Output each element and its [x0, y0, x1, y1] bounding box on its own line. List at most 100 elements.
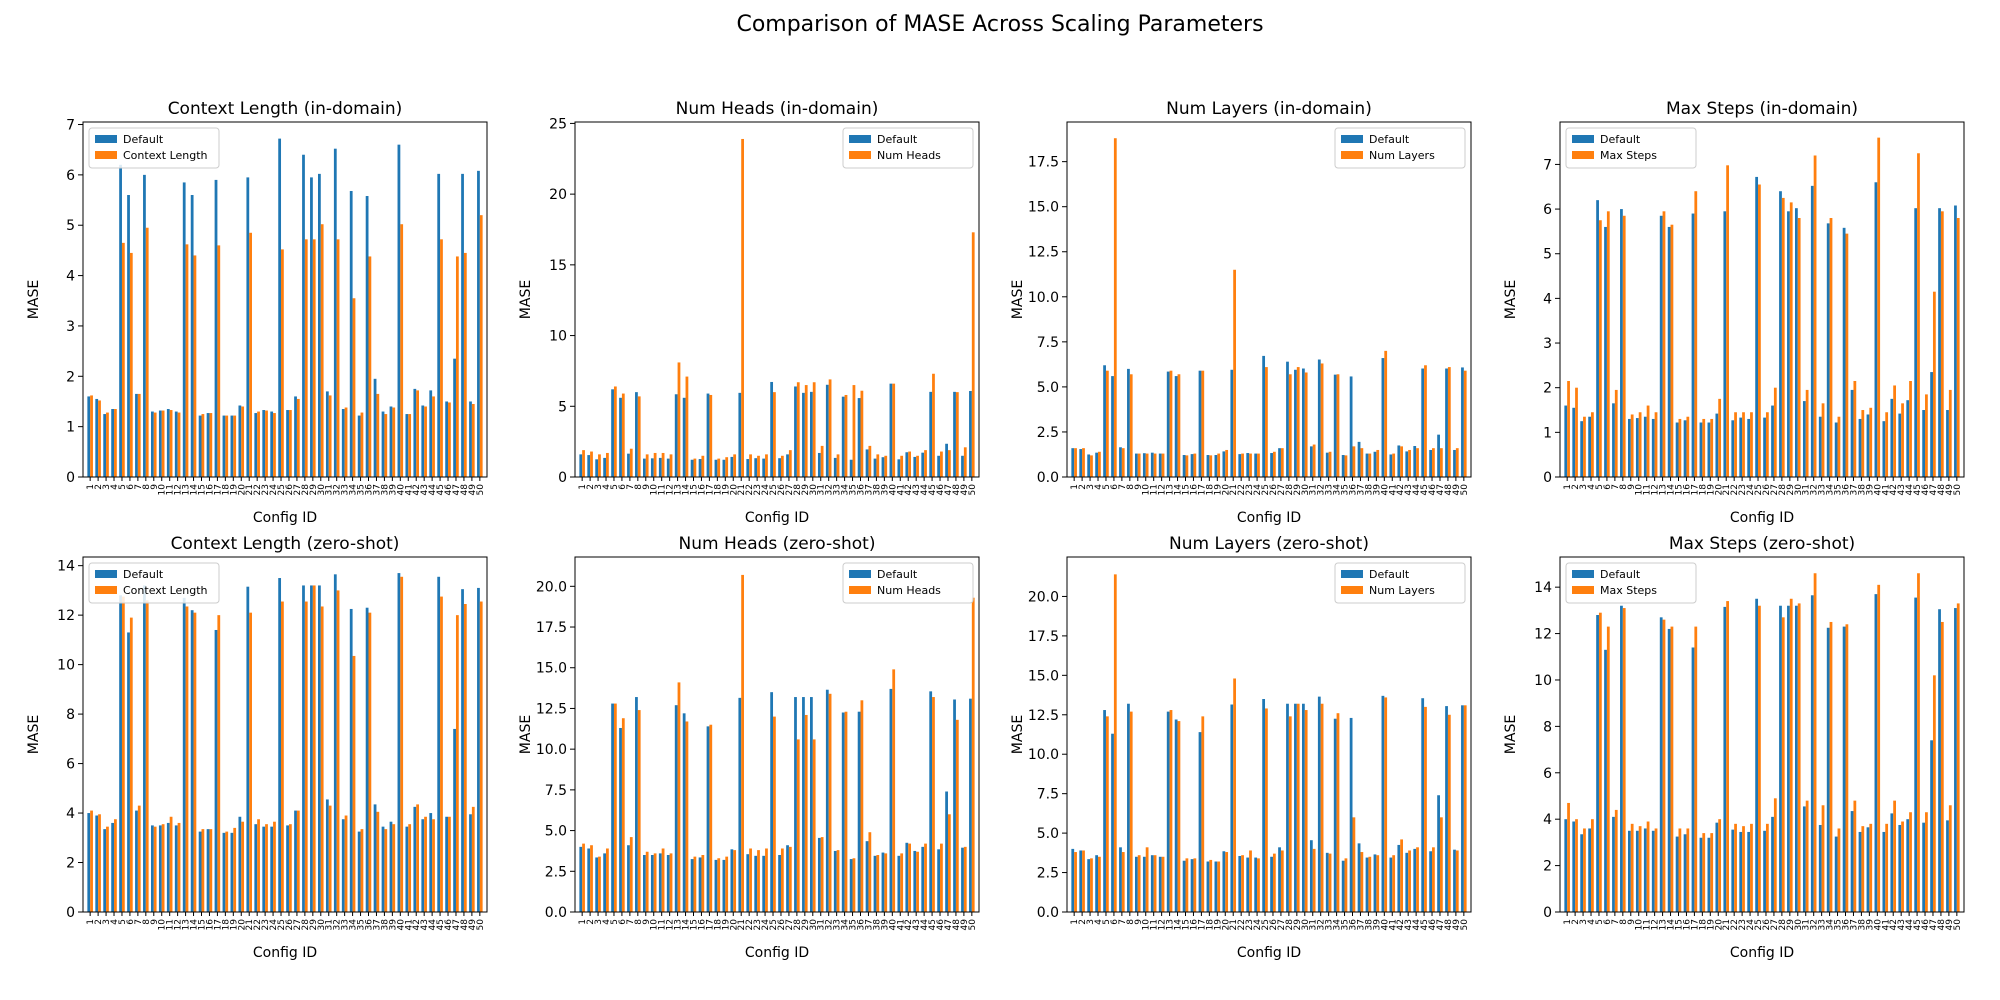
bar-variant-46: [1432, 847, 1435, 912]
bar-variant-26: [780, 848, 784, 912]
bar-default-3: [595, 459, 599, 477]
bar-default-15: [1675, 422, 1679, 477]
bar-default-41: [405, 826, 409, 912]
legend-label: Max Steps: [1600, 584, 1657, 597]
x-tick-label: 14: [190, 919, 200, 931]
x-tick-label: 10: [158, 484, 168, 496]
y-tick-label: 7.5: [1037, 335, 1059, 351]
bar-default-35: [849, 459, 853, 477]
bar-variant-10: [653, 853, 657, 912]
x-tick-label: 9: [150, 484, 160, 490]
x-tick-label: 35: [1834, 484, 1844, 495]
x-tick-label: 27: [293, 484, 303, 495]
legend-box: [1334, 562, 1466, 604]
bar-default-30: [810, 391, 813, 477]
bar-variant-33: [1328, 853, 1332, 912]
x-tick-label: 37: [1849, 484, 1859, 495]
x-tick-label: 29: [1293, 484, 1303, 496]
bar-default-41: [405, 414, 409, 477]
bar-default-25: [1262, 355, 1266, 477]
legend-swatch: [1572, 570, 1594, 578]
bar-variant-14: [1177, 721, 1181, 912]
x-tick-label: 20: [1714, 919, 1724, 931]
y-tick-label: 4: [66, 269, 75, 285]
bar-default-30: [1795, 208, 1798, 477]
x-tick-label: 13: [674, 484, 684, 495]
x-tick-label: 17: [705, 919, 715, 930]
x-tick-label: 34: [841, 919, 851, 931]
x-tick-label: 37: [1356, 484, 1366, 495]
bar-default-46: [1429, 851, 1433, 912]
bar-variant-50: [1956, 603, 1960, 912]
bar-default-49: [469, 814, 472, 912]
bar-variant-46: [1925, 812, 1928, 912]
bar-default-36: [1842, 227, 1846, 477]
chart-panel-4: 0123456712345678910111213141516171819202…: [1503, 99, 1965, 526]
y-tick-label: 0: [66, 905, 75, 921]
x-tick-label: 1: [1563, 484, 1573, 490]
bar-variant-12: [669, 454, 673, 477]
bar-default-45: [437, 576, 441, 912]
bar-variant-47: [455, 615, 459, 912]
x-tick-label: 20: [1221, 919, 1231, 931]
bar-default-3: [103, 414, 107, 477]
bar-default-35: [1834, 836, 1838, 912]
x-tick-label: 36: [1842, 484, 1852, 496]
bar-variant-42: [908, 843, 911, 912]
bar-default-47: [945, 443, 948, 477]
bar-default-4: [111, 409, 115, 477]
bar-variant-50: [1463, 705, 1467, 912]
x-tick-label: 23: [1738, 919, 1748, 930]
x-tick-label: 31: [1802, 919, 1812, 930]
bar-default-46: [445, 816, 449, 912]
y-tick-label: 25: [549, 116, 567, 132]
bar-default-18: [222, 832, 226, 912]
bar-variant-40: [400, 576, 404, 912]
bar-default-13: [182, 597, 186, 912]
bar-default-40: [1381, 695, 1385, 912]
bar-default-10: [1635, 830, 1639, 912]
bar-variant-30: [1797, 218, 1801, 477]
legend-swatch: [95, 151, 117, 159]
bar-default-40: [889, 688, 893, 912]
bar-variant-34: [1829, 218, 1833, 477]
legend-box: [1565, 562, 1697, 604]
bar-default-26: [1763, 830, 1766, 912]
x-tick-label: 25: [1754, 919, 1764, 930]
x-tick-label: 50: [1953, 484, 1963, 496]
bar-default-17: [214, 629, 218, 912]
y-tick-label: 5.0: [1037, 826, 1059, 842]
bar-variant-43: [1408, 850, 1411, 912]
legend-label: Num Heads: [877, 149, 941, 162]
x-tick-label: 38: [1857, 484, 1867, 496]
x-tick-label: 13: [1659, 484, 1669, 495]
bar-default-31: [817, 837, 821, 912]
bar-variant-13: [185, 244, 189, 477]
bar-default-45: [1914, 208, 1918, 477]
x-tick-label: 23: [261, 484, 271, 495]
x-tick-label: 31: [325, 484, 335, 495]
bar-default-26: [1270, 856, 1273, 912]
x-tick-label: 1: [578, 919, 588, 925]
bar-default-43: [913, 456, 917, 477]
y-tick-label: 8: [1543, 719, 1552, 735]
x-tick-label: 43: [420, 919, 430, 930]
bar-variant-20: [1718, 398, 1722, 477]
bar-variant-11: [169, 816, 173, 912]
bar-variant-4: [114, 409, 117, 477]
x-tick-label: 3: [102, 484, 112, 490]
bar-default-14: [190, 195, 194, 477]
bar-variant-2: [590, 845, 593, 912]
x-tick-label: 22: [253, 919, 263, 930]
x-tick-label: 14: [1667, 484, 1677, 496]
y-tick-label: 17.5: [536, 620, 567, 636]
x-tick-label: 28: [793, 484, 803, 496]
bar-variant-46: [1925, 394, 1928, 477]
x-tick-label: 47: [1929, 484, 1939, 495]
bar-default-22: [1238, 454, 1242, 477]
x-tick-label: 46: [1428, 919, 1438, 931]
bar-variant-26: [1765, 823, 1769, 912]
x-tick-label: 34: [841, 484, 851, 496]
chart-panel-6: 0.02.55.07.510.012.515.017.520.012345678…: [518, 534, 980, 961]
y-tick-label: 10: [1534, 673, 1552, 689]
